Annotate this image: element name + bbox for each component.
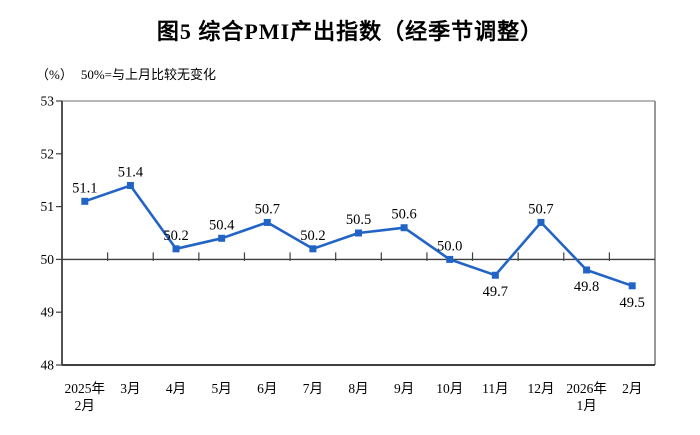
unit-label: （%） (36, 67, 73, 82)
y-axis-tick-label: 51 (41, 199, 55, 214)
data-point-marker (81, 197, 89, 205)
data-point-label: 49.7 (483, 284, 508, 300)
subtitle-note: 50%=与上月比较无变化 (80, 67, 217, 82)
data-point-marker (446, 255, 454, 263)
data-point-label: 50.7 (255, 201, 280, 217)
chart-subtitle: （%） 50%=与上月比较无变化 (36, 64, 216, 83)
data-point-marker (537, 218, 545, 226)
data-point-marker (263, 218, 271, 226)
x-axis-category-label: 2025年 (65, 381, 106, 396)
y-axis-tick-label: 52 (41, 146, 55, 161)
data-point-label: 51.1 (72, 180, 97, 196)
data-point-label: 50.2 (300, 228, 325, 244)
chart-title: 图5 综合PMI产出指数（经季节调整） (156, 19, 544, 44)
x-axis-category-label: 3月 (120, 381, 140, 396)
x-axis-category-label: 11月 (482, 381, 509, 396)
x-axis-category-label: 12月 (527, 381, 554, 396)
x-axis-category-label: 1月 (576, 398, 596, 413)
data-point-marker (628, 282, 636, 290)
data-point-marker (172, 245, 180, 253)
data-point-label: 50.2 (163, 228, 188, 244)
x-axis-category-label: 2026年 (566, 381, 607, 396)
data-point-label: 50.7 (528, 201, 553, 217)
data-point-label: 49.5 (620, 295, 645, 311)
data-point-marker (309, 245, 317, 253)
data-point-marker (355, 229, 362, 237)
x-axis-category-label: 2月 (75, 398, 95, 413)
x-axis-category-label: 5月 (212, 381, 232, 396)
x-axis-category-label: 7月 (303, 381, 323, 396)
data-point-marker (491, 271, 499, 279)
data-point-label: 51.4 (118, 164, 144, 180)
data-point-label: 49.8 (574, 279, 599, 295)
data-point-label: 50.5 (346, 212, 371, 228)
x-axis-category-label: 4月 (166, 381, 186, 396)
y-axis-tick-label: 53 (41, 94, 55, 109)
data-point-marker (126, 181, 134, 189)
data-point-marker (400, 224, 408, 232)
y-axis-tick-label: 48 (41, 358, 55, 373)
y-axis-tick-label: 50 (41, 252, 55, 267)
data-point-label: 50.4 (209, 217, 235, 233)
data-point-label: 50.0 (437, 238, 462, 254)
x-axis-category-label: 6月 (257, 381, 277, 396)
x-axis-category-label: 10月 (436, 381, 463, 396)
x-axis-category-label: 2月 (622, 381, 642, 396)
x-axis-category-label: 9月 (394, 381, 414, 396)
x-axis-category-label: 8月 (348, 381, 368, 396)
data-point-label: 50.6 (391, 207, 416, 223)
data-point-marker (218, 234, 226, 242)
y-axis-tick-label: 49 (41, 305, 55, 320)
data-point-marker (583, 266, 591, 274)
